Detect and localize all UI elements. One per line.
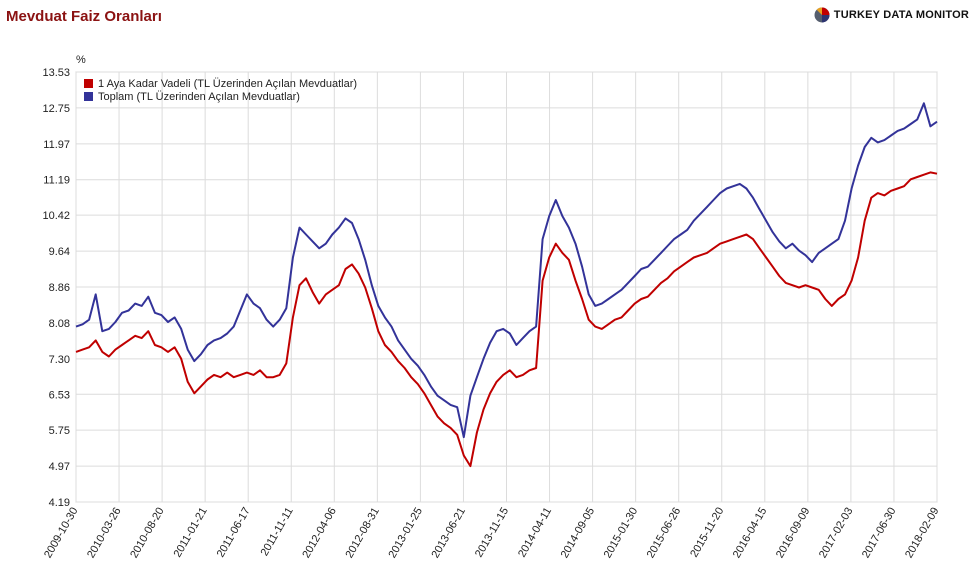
y-tick-label: 5.75 <box>49 425 70 437</box>
legend-label-2: Toplam (TL Üzerinden Açılan Mevduatlar) <box>98 91 300 103</box>
axes: 13.53 12.75 11.97 11.19 10.42 9.64 8.86 8.08 7.3… <box>42 67 942 560</box>
y-tick-label: 9.64 <box>49 246 70 258</box>
x-tick-label: 2015-06-26 <box>645 506 684 561</box>
y-tick-label: 11.97 <box>43 139 70 151</box>
x-tick-label: 2013-01-25 <box>386 506 425 561</box>
x-tick-label: 2011-11-11 <box>259 506 296 559</box>
page-title: Mevduat Faiz Oranları <box>6 8 162 25</box>
x-tick-label: 2017-02-03 <box>817 506 856 561</box>
x-tick-label: 2010-03-26 <box>85 506 124 561</box>
y-tick-label: 8.08 <box>49 318 70 330</box>
x-tick-label: 2016-09-09 <box>774 506 813 561</box>
legend-swatch-1 <box>84 79 93 88</box>
unit-label: % <box>76 54 86 66</box>
y-tick-label: 4.19 <box>49 497 70 509</box>
y-tick-label: 12.75 <box>42 103 70 115</box>
x-tick-label: 2009-10-30 <box>42 506 81 561</box>
y-tick-label: 6.53 <box>49 389 70 401</box>
brand[interactable]: TURKEY DATA MONITOR <box>814 7 969 23</box>
pie-logo-icon <box>814 7 830 23</box>
grid <box>75 71 938 503</box>
x-tick-label: 2016-04-15 <box>731 506 770 561</box>
x-tick-label: 2017-06-30 <box>860 506 899 561</box>
x-tick-label: 2013-06-21 <box>430 506 469 561</box>
legend-label-1: 1 Aya Kadar Vadeli (TL Üzerinden Açılan … <box>98 78 357 90</box>
x-tick-label: 2012-08-31 <box>343 506 382 561</box>
y-tick-label: 13.53 <box>42 67 70 79</box>
y-tick-label: 4.97 <box>49 461 70 473</box>
x-tick-label: 2015-01-30 <box>602 506 641 561</box>
x-tick-label: 2010-08-20 <box>128 506 167 561</box>
x-tick-label: 2013-11-15 <box>473 506 511 560</box>
y-tick-label: 10.42 <box>42 210 70 222</box>
y-tick-label: 8.86 <box>49 282 70 294</box>
x-tick-label: 2011-06-17 <box>215 506 253 560</box>
series-layer <box>75 102 938 468</box>
legend-swatch-2 <box>84 92 93 101</box>
x-tick-label: 2015-11-20 <box>688 506 726 560</box>
x-tick-label: 2018-02-09 <box>903 506 942 561</box>
y-tick-label: 7.30 <box>49 354 70 366</box>
x-tick-label: 2014-04-11 <box>516 506 554 560</box>
x-tick-label: 2012-04-06 <box>300 506 339 561</box>
x-tick-label: 2014-09-05 <box>559 506 598 561</box>
y-tick-label: 11.19 <box>43 175 70 187</box>
x-tick-label: 2011-01-21 <box>172 506 210 560</box>
series-line-2[interactable] <box>75 102 938 439</box>
series-line-1[interactable] <box>75 171 938 468</box>
legend: 1 Aya Kadar Vadeli (TL Üzerinden Açılan … <box>84 78 357 103</box>
brand-name: TURKEY DATA MONITOR <box>833 9 969 21</box>
